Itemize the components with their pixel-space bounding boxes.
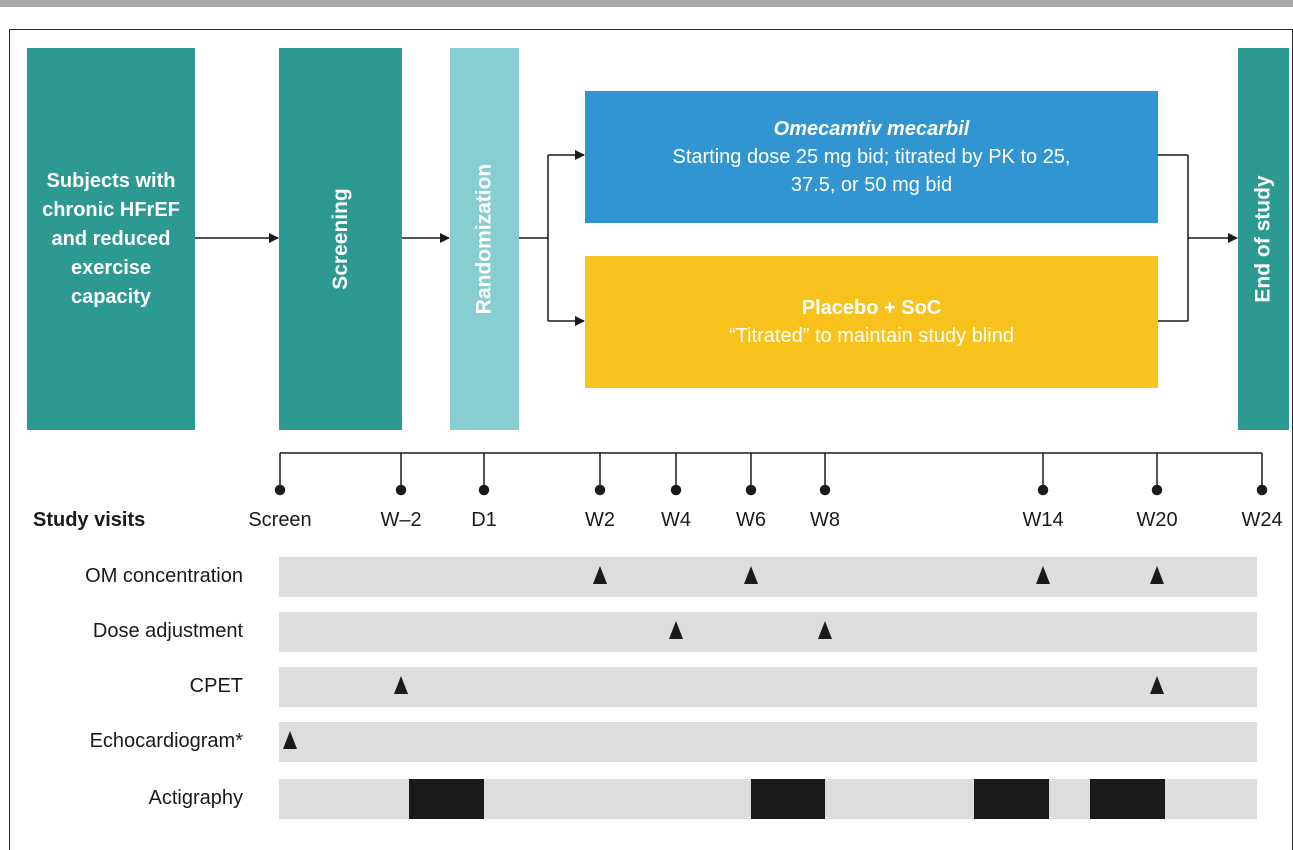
- visit-dot: [478, 484, 490, 496]
- assessment-label: Dose adjustment: [92, 620, 243, 642]
- visit-dot: [670, 484, 682, 496]
- assessment-marker: [669, 621, 683, 639]
- assessment-marker: [1150, 566, 1164, 584]
- actigraphy-period: [974, 779, 1049, 819]
- omecamtiv-arm-box: Omecamtiv mecarbil Starting dose 25 mg b…: [585, 91, 1158, 223]
- assessment-marker: [744, 566, 758, 584]
- assessment-marker: [394, 676, 408, 694]
- actigraphy-period: [751, 779, 825, 819]
- visit-label: W24: [1241, 509, 1283, 531]
- placebo-arm-body: “Titrated” to maintain study blind: [729, 325, 1014, 347]
- top-rule: [0, 0, 1293, 7]
- visit-dot: [274, 484, 286, 496]
- assessment-track: [279, 722, 1257, 762]
- visit-dot: [745, 484, 757, 496]
- assessment-marker: [1150, 676, 1164, 694]
- visit-label: W14: [1022, 509, 1064, 531]
- visit-dot: [819, 484, 831, 496]
- assessment-label: Actigraphy: [148, 787, 244, 809]
- omecamtiv-arm-title: Omecamtiv mecarbil: [773, 118, 970, 140]
- visit-label: W–2: [380, 509, 422, 531]
- assessment-marker: [593, 566, 607, 584]
- assessment-track: [279, 557, 1257, 597]
- placebo-arm-box: Placebo + SoC “Titrated” to maintain stu…: [585, 256, 1158, 388]
- visit-label: W6: [736, 509, 766, 531]
- randomization-box: Randomization: [450, 48, 519, 430]
- subjects-text: Subjects with chronic HFrEF and reduced …: [42, 169, 180, 308]
- visit-dot: [594, 484, 606, 496]
- visit-label: Screen: [248, 509, 312, 531]
- visit-label: D1: [471, 509, 497, 531]
- assessment-label: Echocardiogram*: [89, 730, 243, 752]
- assessment-marker: [1036, 566, 1050, 584]
- visit-label: W20: [1136, 509, 1178, 531]
- end-of-study-box: End of study: [1238, 48, 1289, 430]
- subjects-box: Subjects with chronic HFrEF and reduced …: [27, 48, 195, 430]
- visit-dot: [1037, 484, 1049, 496]
- visit-label: W8: [810, 509, 840, 531]
- placebo-arm-title: Placebo + SoC: [801, 297, 942, 319]
- assessment-track: [279, 612, 1257, 652]
- assessment-label: OM concentration: [85, 565, 243, 587]
- actigraphy-period: [409, 779, 484, 819]
- assessment-marker: [283, 731, 297, 749]
- study-visits-header: Study visits: [33, 509, 146, 531]
- visit-label: W4: [661, 509, 691, 531]
- visit-dot: [1256, 484, 1268, 496]
- visit-dot: [1151, 484, 1163, 496]
- screening-box: Screening: [279, 48, 402, 430]
- timeline-ticks: [274, 453, 1268, 496]
- assessment-marker: [818, 621, 832, 639]
- assessment-label: CPET: [189, 675, 243, 697]
- visit-dot: [395, 484, 407, 496]
- visit-label: W2: [585, 509, 615, 531]
- omecamtiv-arm-body: Starting dose 25 mg bid; titrated by PK …: [672, 146, 1071, 196]
- actigraphy-period: [1090, 779, 1165, 819]
- assessment-track: [279, 667, 1257, 707]
